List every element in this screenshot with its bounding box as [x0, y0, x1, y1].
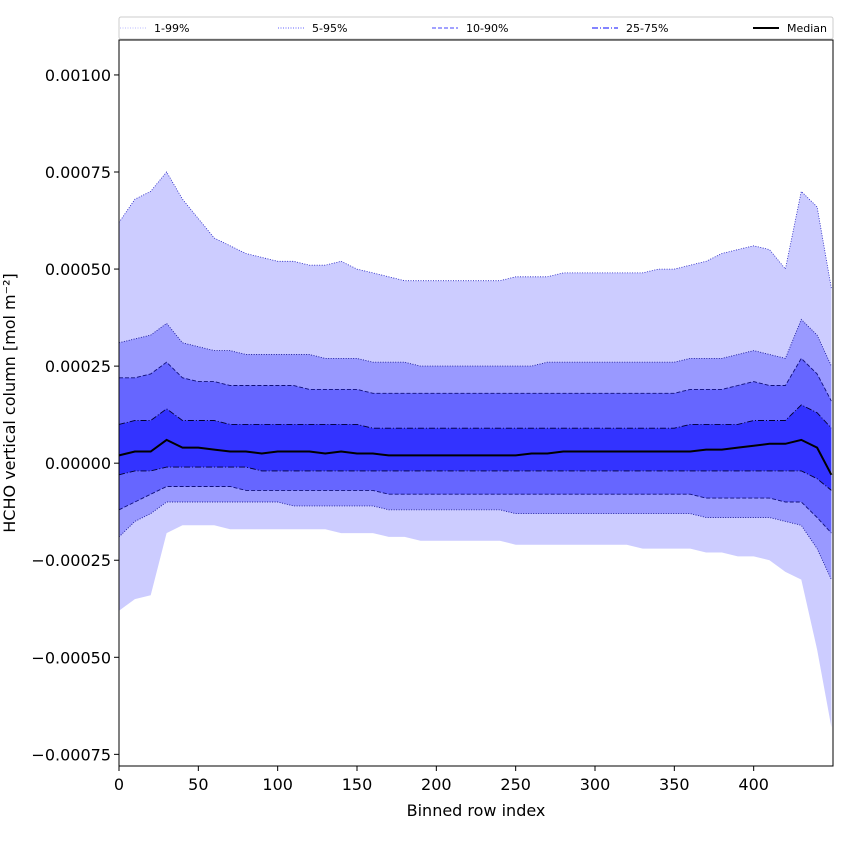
x-tick-label: 0 [114, 775, 124, 794]
x-tick-label: 400 [738, 775, 769, 794]
band-25-75 [119, 404, 832, 491]
percentile-bands [119, 172, 832, 728]
band-edge-10-90-lower [118, 486, 832, 534]
legend-label-5-95: 5-95% [312, 22, 347, 35]
band-edge-1-99-upper [118, 171, 832, 289]
y-tick-label: −0.00050 [31, 648, 111, 667]
y-tick-label: 0.00025 [45, 357, 111, 376]
median-line [118, 438, 833, 476]
y-tick-label: 0.00050 [45, 260, 111, 279]
y-axis-ticks: −0.00075 −0.00050 −0.00025 0.00000 0.00025 0.… [31, 66, 119, 764]
band-edge-10-90-upper [119, 357, 832, 402]
band-edge-5-95-lower [118, 501, 832, 580]
band-edge-25-75-upper [118, 404, 832, 429]
x-tick-label: 300 [580, 775, 611, 794]
x-axis-ticks: 0 50 100 150 200 250 300 350 400 [114, 766, 769, 794]
x-tick-label: 350 [659, 775, 690, 794]
legend: 1-99% 5-95% 10-90% 25-75% Median [118, 16, 834, 40]
x-tick-label: 250 [500, 775, 531, 794]
y-tick-label: −0.00075 [31, 745, 111, 764]
legend-label-median: Median [787, 22, 827, 35]
x-tick-label: 100 [262, 775, 293, 794]
x-axis-label: Binned row index [407, 801, 546, 820]
plot-frame [118, 39, 834, 767]
y-tick-label: 0.00000 [45, 454, 111, 473]
x-tick-label: 50 [188, 775, 208, 794]
y-tick-label: 0.00100 [45, 66, 111, 85]
y-tick-label: −0.00025 [31, 551, 111, 570]
band-edge-5-95-upper [118, 318, 832, 367]
legend-box [118, 16, 834, 40]
band-edge-25-75-lower [118, 466, 832, 491]
x-tick-label: 200 [421, 775, 452, 794]
legend-label-1-99: 1-99% [154, 22, 189, 35]
legend-label-25-75: 25-75% [626, 22, 668, 35]
percentile-lines [118, 171, 833, 580]
x-tick-label: 150 [342, 775, 373, 794]
legend-label-10-90: 10-90% [466, 22, 508, 35]
y-axis-label: HCHO vertical column [mol m⁻²] [0, 273, 19, 532]
y-tick-label: 0.00075 [45, 163, 111, 182]
